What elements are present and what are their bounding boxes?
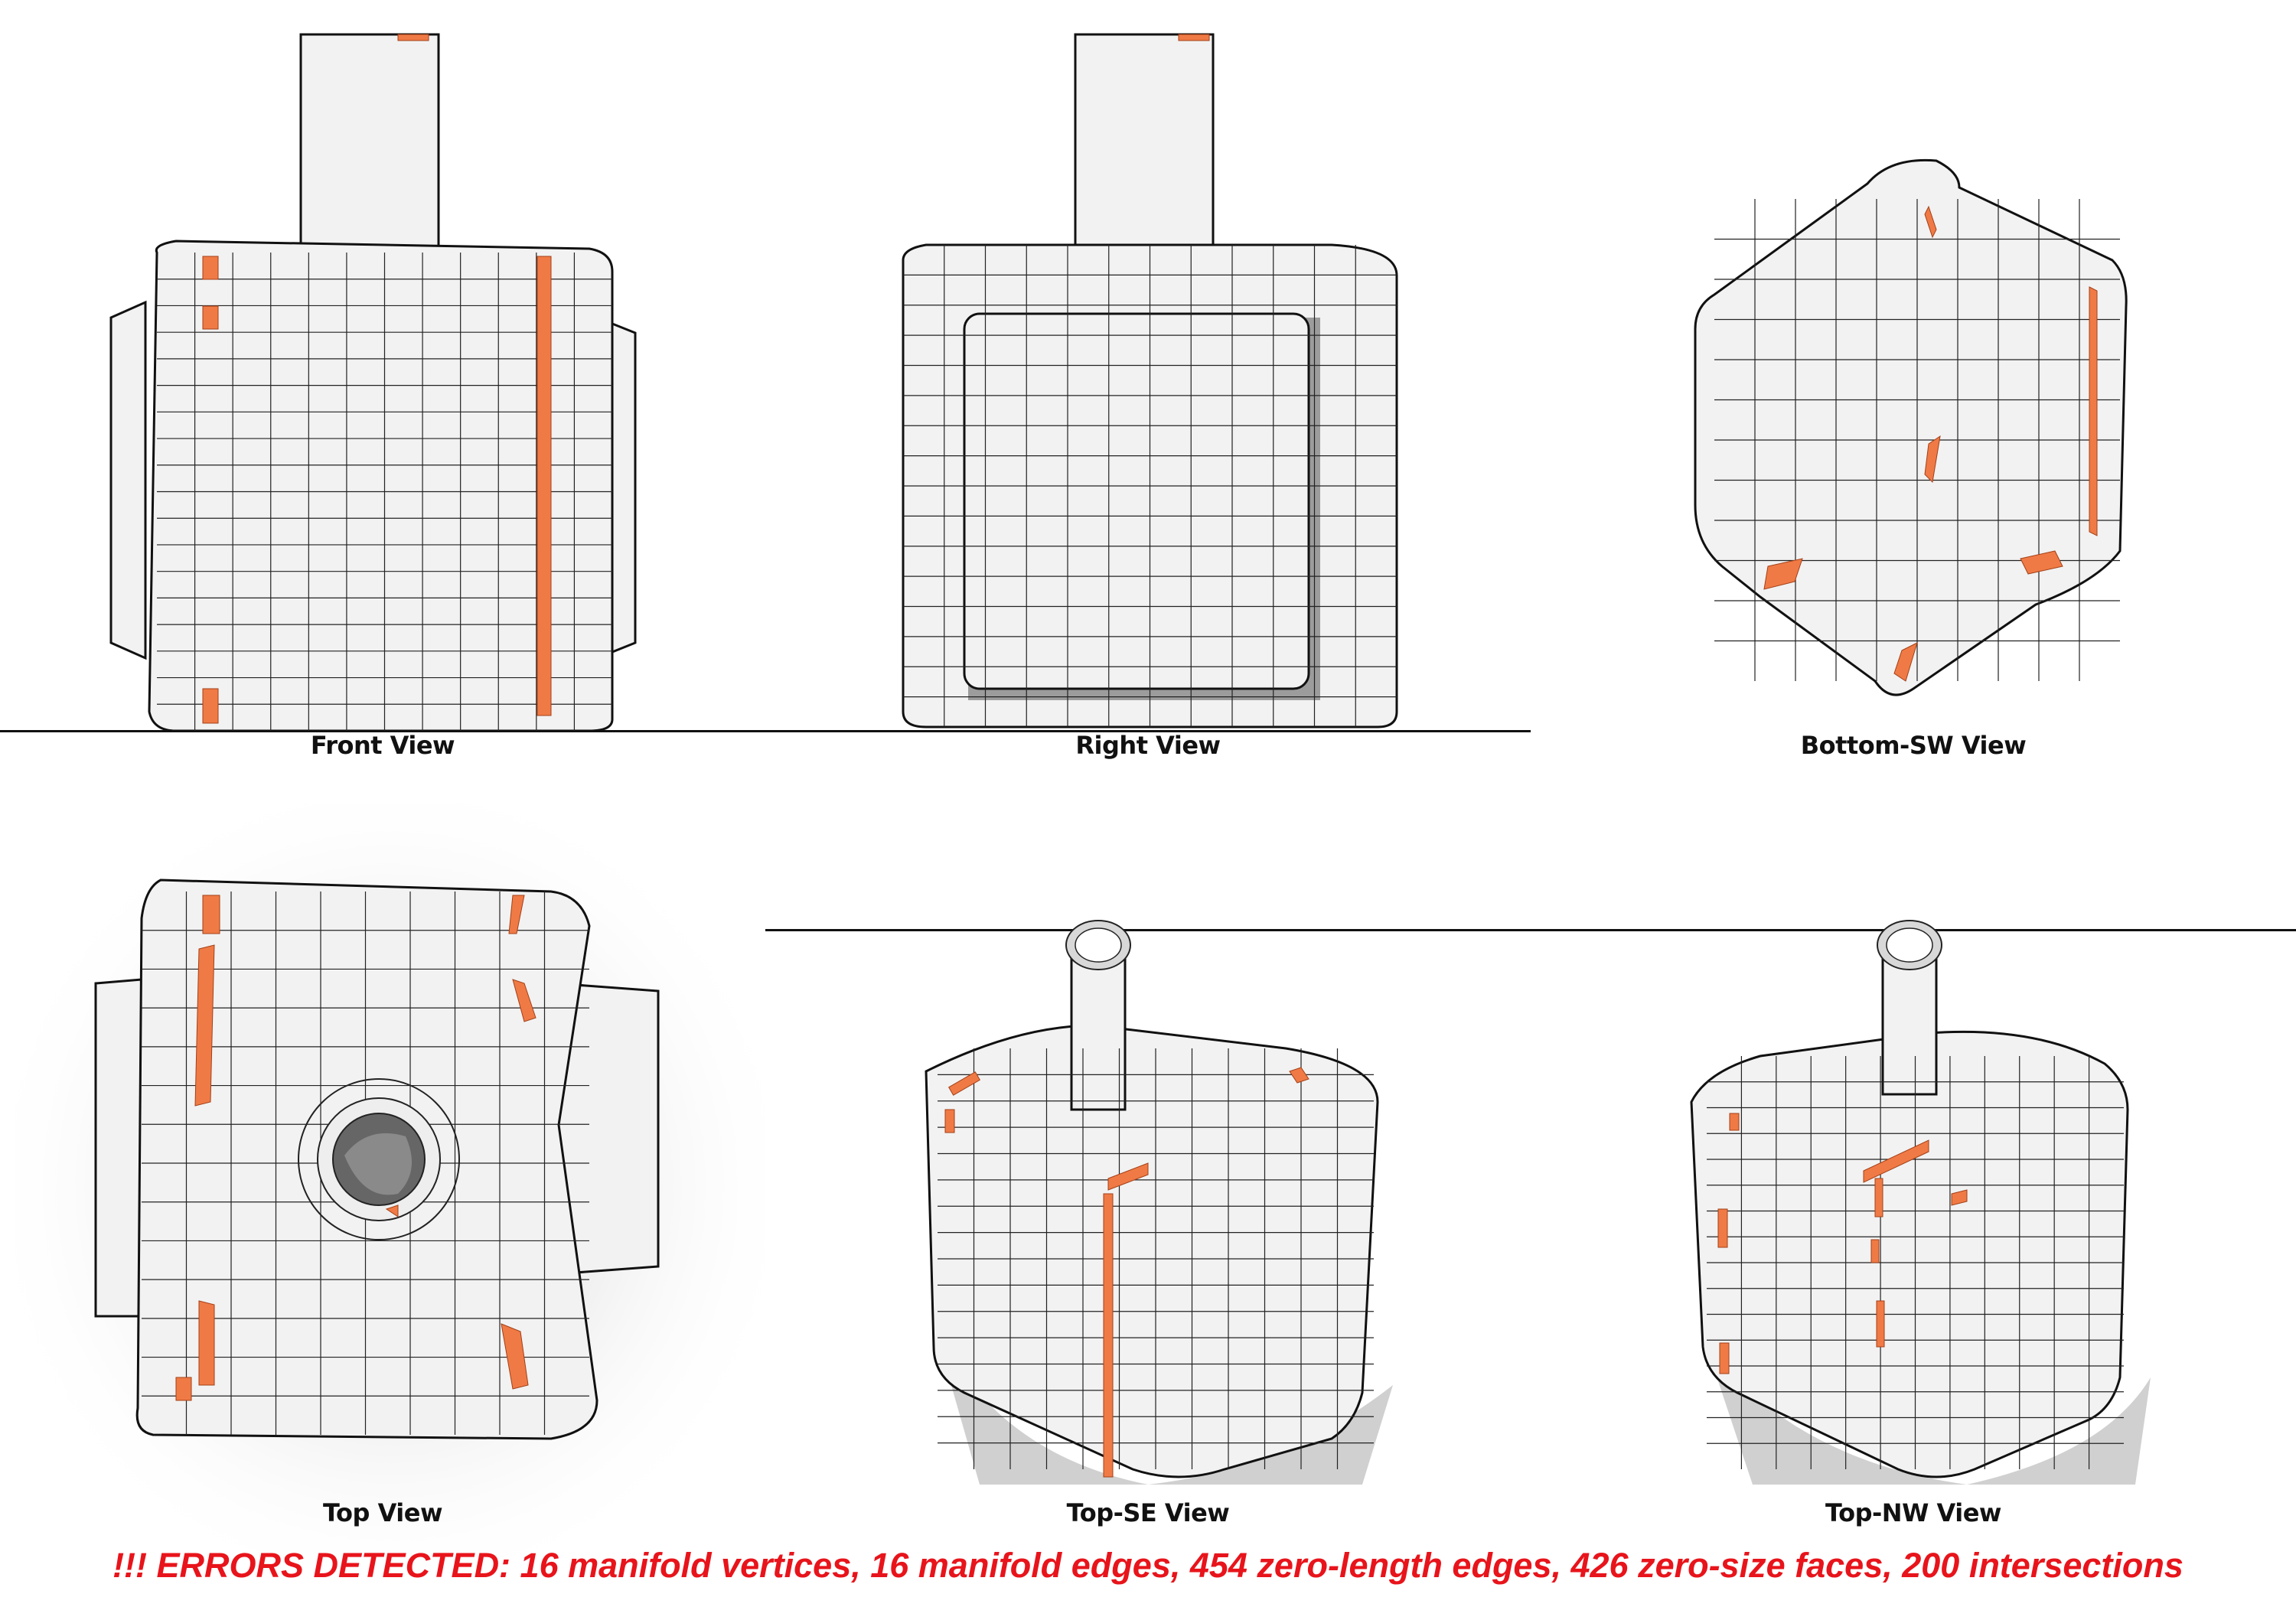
ground-line-top-row	[0, 730, 1531, 732]
top-view-label: Top View	[322, 1498, 443, 1527]
front-view-panel[interactable]	[84, 31, 681, 735]
front-view-render	[109, 33, 637, 732]
right-view-render	[902, 33, 1398, 729]
top-view-panel[interactable]	[15, 804, 765, 1569]
top-view-render	[15, 804, 765, 1569]
ground-line-bottom-row	[765, 929, 2296, 931]
bottom-sw-view-label: Bottom-SW View	[1800, 731, 2027, 760]
top-se-view-render	[925, 920, 1393, 1485]
right-view-panel[interactable]	[888, 31, 1500, 735]
top-se-view-panel[interactable]	[903, 918, 1424, 1500]
top-nw-view-label: Top-NW View	[1825, 1498, 2001, 1527]
right-view-label: Right View	[1075, 731, 1221, 760]
front-view-label: Front View	[310, 731, 455, 760]
top-se-view-label: Top-SE View	[1066, 1498, 1230, 1527]
bottom-sw-view-render	[1694, 158, 2128, 696]
bottom-sw-view-panel[interactable]	[1668, 153, 2219, 704]
error-status-message: !!! ERRORS DETECTED: 16 manifold vertice…	[113, 1546, 2183, 1585]
top-nw-view-render	[1690, 920, 2151, 1485]
top-nw-view-panel[interactable]	[1676, 918, 2197, 1500]
